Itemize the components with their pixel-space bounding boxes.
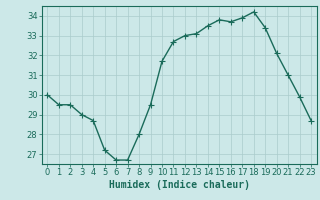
- X-axis label: Humidex (Indice chaleur): Humidex (Indice chaleur): [109, 180, 250, 190]
